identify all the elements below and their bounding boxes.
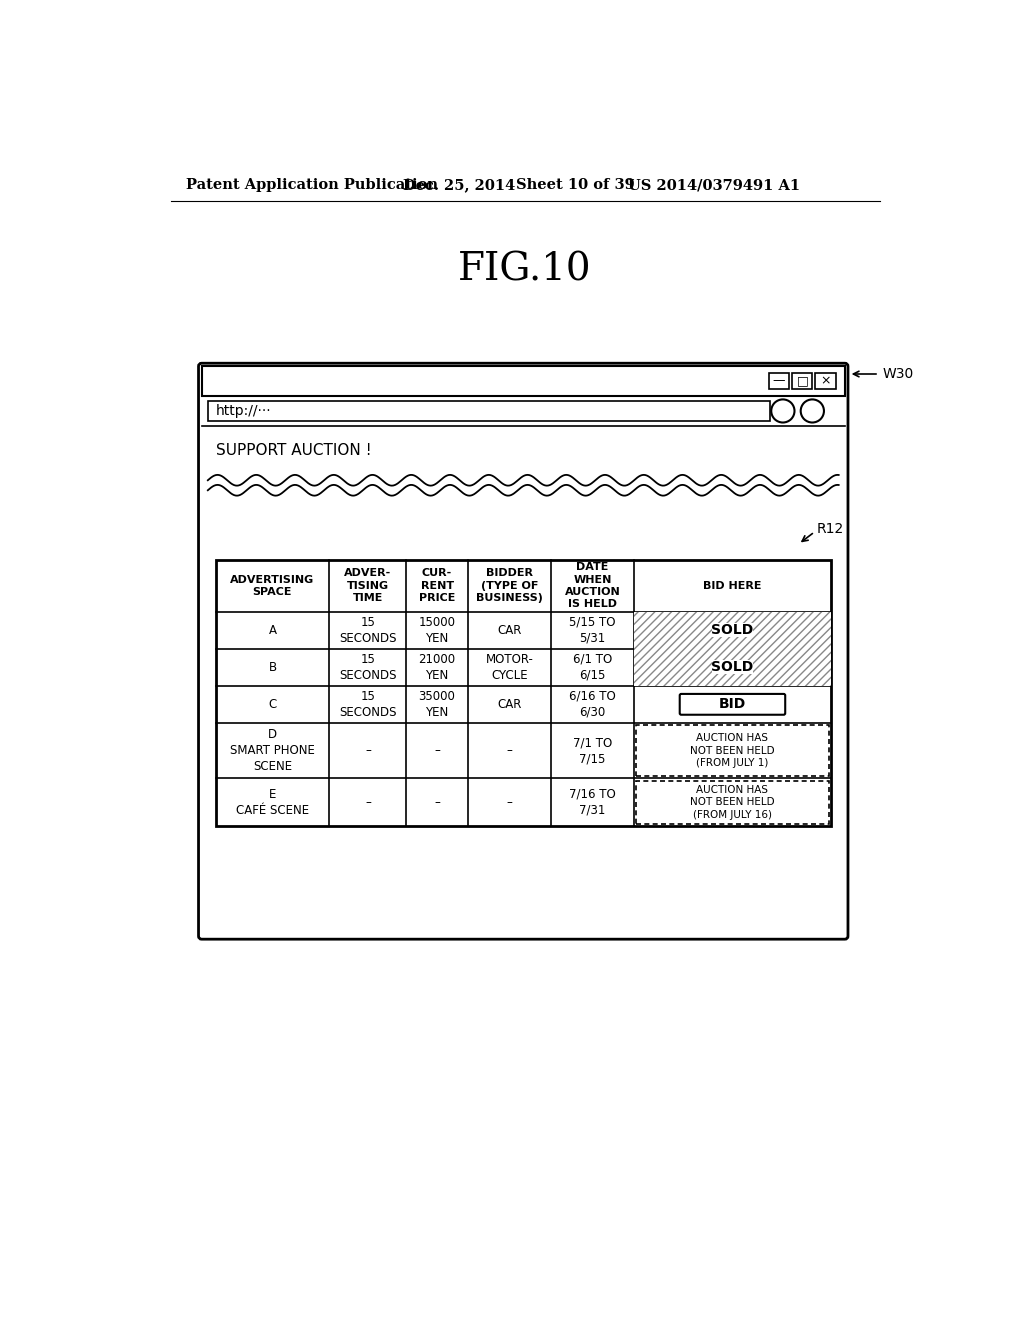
- Text: CUR-
RENT
PRICE: CUR- RENT PRICE: [419, 569, 456, 603]
- Text: Dec. 25, 2014: Dec. 25, 2014: [403, 178, 515, 193]
- Text: –: –: [365, 744, 371, 758]
- Text: 15000
YEN: 15000 YEN: [419, 616, 456, 645]
- Text: –: –: [434, 796, 440, 809]
- Bar: [208, 401, 770, 421]
- Text: AUCTION HAS
NOT BEEN HELD
(FROM JULY 16): AUCTION HAS NOT BEEN HELD (FROM JULY 16): [690, 784, 775, 820]
- Text: FIG.10: FIG.10: [458, 252, 592, 289]
- Text: CAR: CAR: [498, 624, 521, 638]
- Text: 7/16 TO
7/31: 7/16 TO 7/31: [569, 788, 615, 817]
- Text: R12: R12: [816, 521, 844, 536]
- Text: SOLD: SOLD: [712, 660, 754, 675]
- Circle shape: [771, 400, 795, 422]
- Bar: [634, 612, 830, 649]
- Text: —: —: [773, 375, 785, 388]
- Circle shape: [801, 400, 824, 422]
- Text: 15
SECONDS: 15 SECONDS: [339, 690, 396, 719]
- Text: 6/16 TO
6/30: 6/16 TO 6/30: [569, 690, 615, 719]
- Text: SUPPORT AUCTION !: SUPPORT AUCTION !: [216, 442, 371, 458]
- Text: C: C: [268, 698, 276, 711]
- Text: A: A: [268, 624, 276, 638]
- Text: BID: BID: [719, 697, 746, 711]
- Text: D
SMART PHONE
SCENE: D SMART PHONE SCENE: [230, 729, 315, 774]
- Bar: [216, 560, 830, 826]
- Text: http://···: http://···: [216, 404, 271, 418]
- Text: 21000
YEN: 21000 YEN: [419, 653, 456, 682]
- Text: 15
SECONDS: 15 SECONDS: [339, 616, 396, 645]
- Text: –: –: [365, 796, 371, 809]
- Text: E
CAFÉ SCENE: E CAFÉ SCENE: [236, 788, 309, 817]
- Text: B: B: [268, 661, 276, 675]
- Text: BID HERE: BID HERE: [703, 581, 762, 591]
- Text: US 2014/0379491 A1: US 2014/0379491 A1: [628, 178, 800, 193]
- FancyBboxPatch shape: [680, 694, 785, 714]
- Bar: [769, 374, 790, 388]
- Text: 7/1 TO
7/15: 7/1 TO 7/15: [572, 737, 612, 766]
- Text: –: –: [434, 744, 440, 758]
- Text: –: –: [507, 796, 512, 809]
- Text: 35000
YEN: 35000 YEN: [419, 690, 456, 719]
- Text: Patent Application Publication: Patent Application Publication: [186, 178, 438, 193]
- Bar: [634, 649, 830, 686]
- Bar: [793, 374, 812, 388]
- Text: ×: ×: [820, 375, 830, 388]
- Text: Sheet 10 of 39: Sheet 10 of 39: [515, 178, 634, 193]
- Text: 5/15 TO
5/31: 5/15 TO 5/31: [569, 616, 615, 645]
- Text: W30: W30: [882, 367, 913, 381]
- Text: ADVER-
TISING
TIME: ADVER- TISING TIME: [344, 569, 391, 603]
- Text: CAR: CAR: [498, 698, 521, 711]
- Text: 6/1 TO
6/15: 6/1 TO 6/15: [572, 653, 612, 682]
- Text: □: □: [797, 375, 808, 388]
- Text: ADVERTISING
SPACE: ADVERTISING SPACE: [230, 574, 314, 597]
- Text: SOLD: SOLD: [712, 623, 754, 638]
- Bar: [636, 780, 828, 824]
- Bar: [713, 623, 753, 638]
- Text: 15
SECONDS: 15 SECONDS: [339, 653, 396, 682]
- Bar: [815, 374, 836, 388]
- Text: MOTOR-
CYCLE: MOTOR- CYCLE: [485, 653, 534, 682]
- Text: DATE
WHEN
AUCTION
IS HELD: DATE WHEN AUCTION IS HELD: [564, 562, 621, 610]
- Bar: [202, 367, 845, 396]
- Bar: [713, 660, 753, 675]
- FancyBboxPatch shape: [199, 363, 848, 940]
- Bar: [636, 725, 828, 776]
- Text: BIDDER
(TYPE OF
BUSINESS): BIDDER (TYPE OF BUSINESS): [476, 569, 543, 603]
- Text: –: –: [507, 744, 512, 758]
- Text: AUCTION HAS
NOT BEEN HELD
(FROM JULY 1): AUCTION HAS NOT BEEN HELD (FROM JULY 1): [690, 733, 775, 768]
